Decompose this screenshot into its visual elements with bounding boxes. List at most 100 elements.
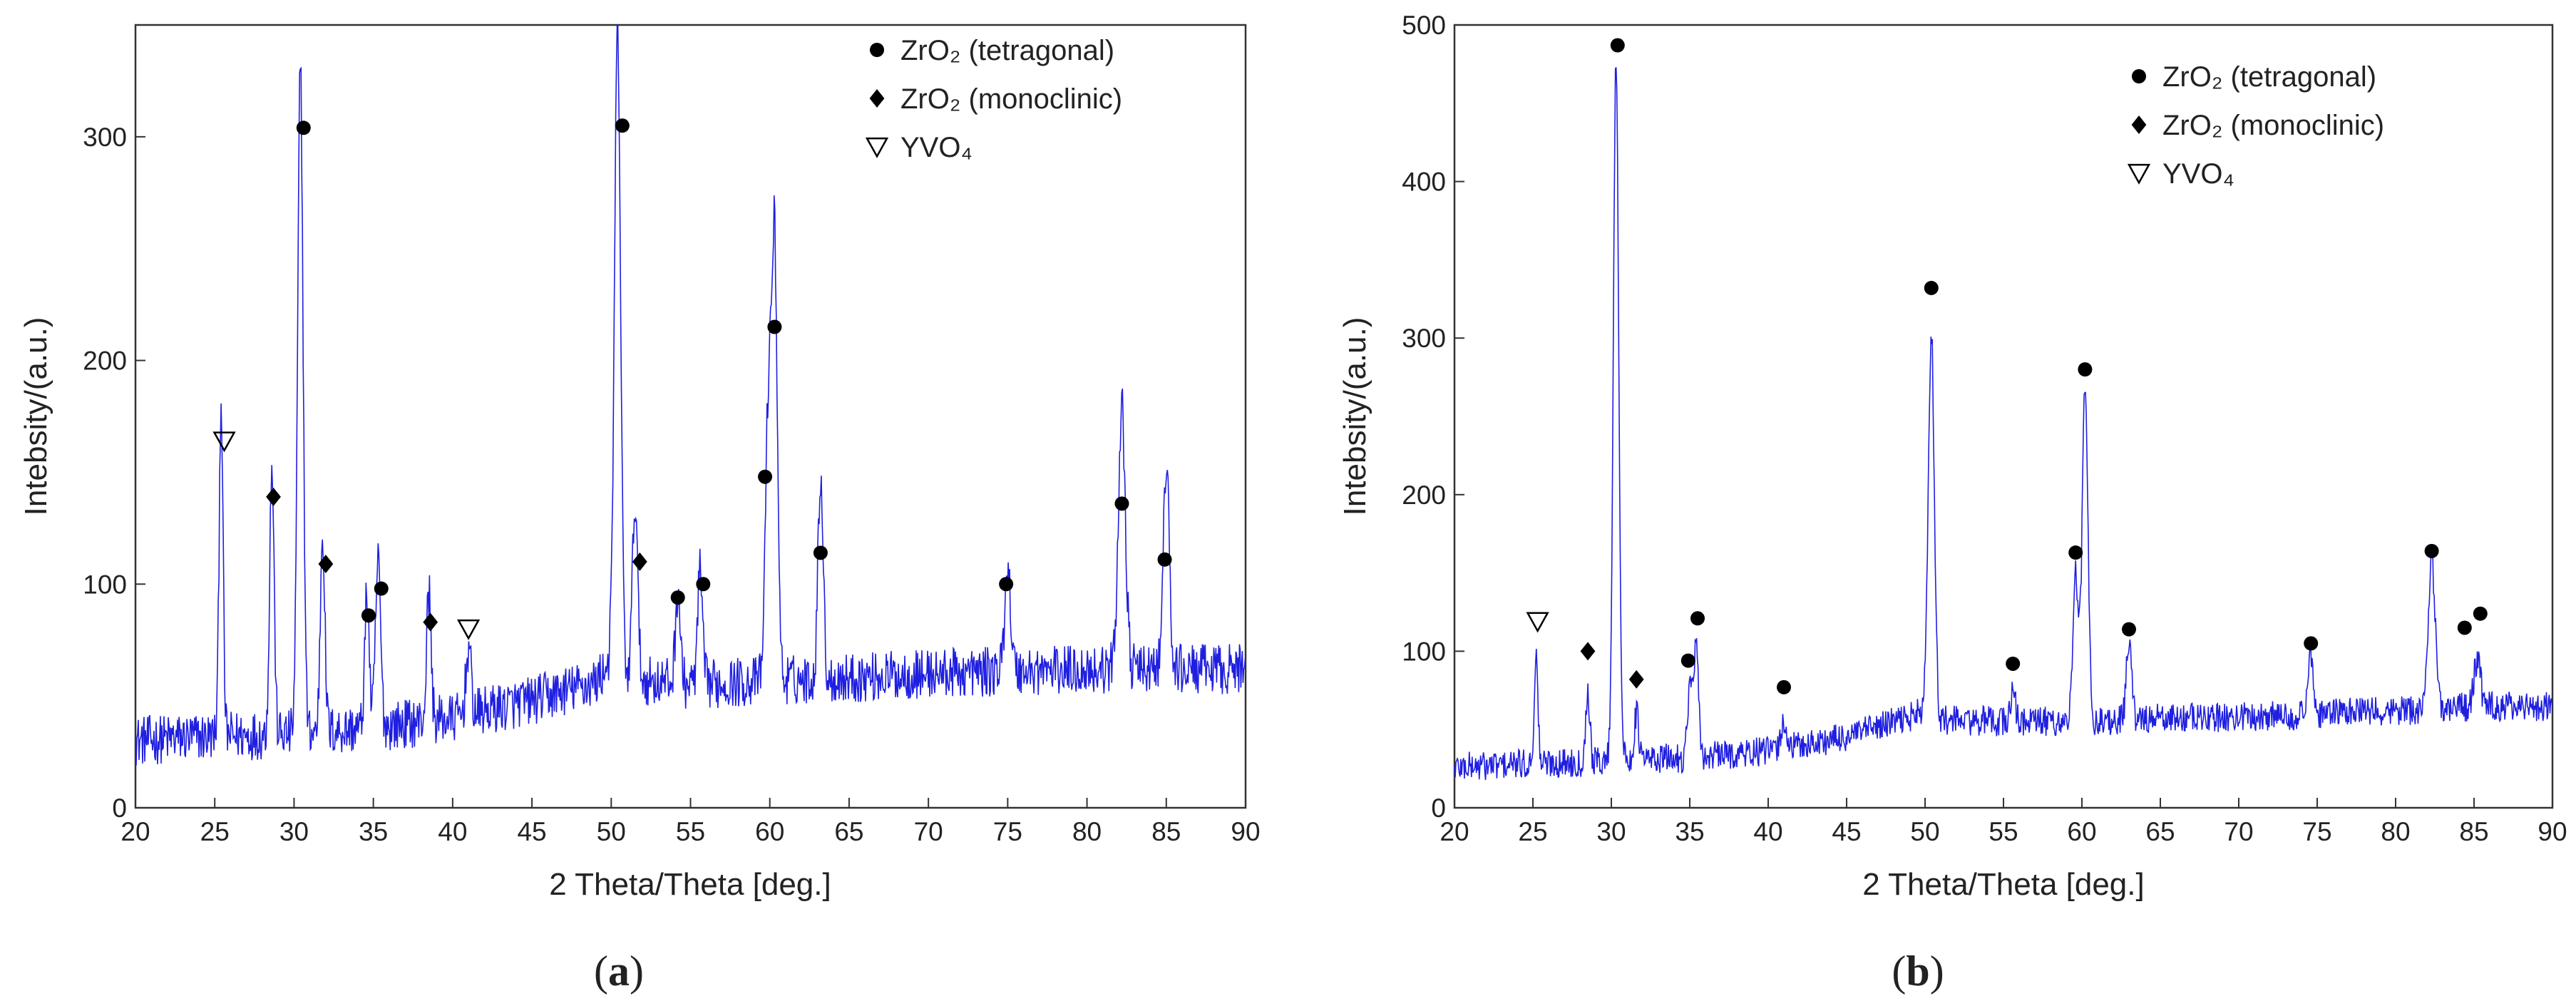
yvo4-marker [456, 619, 481, 640]
tetragonal-marker [296, 120, 311, 135]
tetragonal-marker [1690, 611, 1705, 626]
legend-item-monoclinic: ZrO₂ (monoclinic) [869, 83, 1122, 115]
tetragonal-marker [999, 577, 1014, 592]
x-tick-label: 75 [993, 817, 1022, 846]
legend-label: ZrO₂ (tetragonal) [2162, 61, 2376, 93]
tetragonal-marker [2078, 362, 2093, 377]
tetragonal-marker [2304, 636, 2319, 651]
x-tick-label: 30 [1596, 817, 1626, 846]
x-tick-label: 80 [2381, 817, 2410, 846]
x-tick-label: 75 [2302, 817, 2331, 846]
legend-item-tetragonal: ZrO₂ (tetragonal) [2132, 61, 2376, 93]
legend-label: ZrO₂ (monoclinic) [2162, 110, 2384, 141]
yvo4-marker [865, 137, 889, 158]
x-tick-label: 60 [755, 817, 784, 846]
x-axis: 20 25 30 35 40 45 50 55 60 65 70 75 80 85 90 [1440, 798, 2567, 846]
legend: ZrO₂ (tetragonal) ZrO₂ (monoclinic) YVO₄ [865, 35, 1122, 163]
legend-label: YVO₄ [900, 132, 973, 163]
peak-markers [1526, 38, 2488, 694]
y-tick-label: 400 [1402, 168, 1446, 197]
y-tick-label: 300 [83, 123, 127, 152]
legend-label: YVO₄ [2162, 158, 2234, 190]
tetragonal-marker [1777, 679, 1791, 694]
x-tick-label: 65 [834, 817, 863, 846]
x-tick-label: 35 [1675, 817, 1704, 846]
y-axis-title: Intebsity/(a.u.) [19, 317, 53, 516]
monoclinic-marker [266, 487, 281, 506]
tetragonal-marker [2006, 656, 2021, 671]
tetragonal-marker [2457, 620, 2472, 635]
tetragonal-marker [2122, 622, 2136, 637]
tetragonal-marker [1924, 280, 1939, 295]
y-axis: 0 100 200 300 [83, 123, 145, 823]
x-tick-label: 25 [1518, 817, 1547, 846]
monoclinic-marker [1628, 669, 1644, 689]
tetragonal-marker [2132, 69, 2146, 83]
tetragonal-marker [813, 545, 828, 560]
x-tick-label: 90 [2537, 817, 2567, 846]
y-tick-label: 500 [1402, 11, 1446, 40]
x-tick-label: 85 [2459, 817, 2488, 846]
legend-item-yvo4: YVO₄ [865, 132, 973, 163]
tetragonal-marker [361, 608, 376, 623]
legend-label: ZrO₂ (monoclinic) [900, 83, 1122, 115]
x-tick-label: 80 [1072, 817, 1102, 846]
x-tick-label: 55 [676, 817, 705, 846]
tetragonal-marker [670, 590, 685, 605]
x-tick-label: 65 [2145, 817, 2175, 846]
x-tick-label: 70 [914, 817, 943, 846]
monoclinic-marker [632, 552, 647, 571]
yvo4-marker [1526, 612, 1549, 633]
xrd-trace-a [135, 24, 1246, 766]
x-tick-label: 20 [120, 817, 150, 846]
x-tick-label: 60 [2067, 817, 2096, 846]
tetragonal-marker [2473, 606, 2488, 621]
tetragonal-marker [374, 581, 389, 596]
tetragonal-marker [758, 469, 773, 484]
x-tick-label: 20 [1440, 817, 1469, 846]
tetragonal-marker [767, 319, 782, 334]
tetragonal-marker [2424, 543, 2439, 558]
x-tick-label: 40 [438, 817, 467, 846]
legend: ZrO₂ (tetragonal) ZrO₂ (monoclinic) YVO₄ [2127, 61, 2384, 190]
x-tick-label: 90 [1231, 817, 1260, 846]
legend-label: ZrO₂ (tetragonal) [900, 35, 1114, 66]
yvo4-marker [212, 431, 236, 453]
monoclinic-marker [2131, 115, 2147, 134]
x-tick-label: 50 [1910, 817, 1939, 846]
x-tick-label: 40 [1753, 817, 1782, 846]
tetragonal-marker [615, 118, 630, 133]
x-tick-label: 25 [200, 817, 230, 846]
monoclinic-marker [318, 555, 334, 574]
monoclinic-marker [869, 89, 885, 108]
x-tick-label: 70 [2224, 817, 2253, 846]
tetragonal-marker [1610, 38, 1625, 53]
tetragonal-marker [1157, 552, 1172, 567]
x-tick-label: 35 [359, 817, 388, 846]
x-tick-label: 55 [1989, 817, 2018, 846]
x-tick-label: 85 [1151, 817, 1181, 846]
chart-panel-b: 20 25 30 35 40 45 50 55 60 65 70 75 80 85 90 0 100 200 30… [1338, 11, 2567, 995]
y-axis: 0 100 200 300 400 500 [1402, 11, 1464, 823]
monoclinic-marker [1580, 642, 1596, 661]
y-tick-label: 0 [112, 794, 127, 823]
y-tick-label: 100 [1402, 637, 1446, 666]
monoclinic-marker [423, 612, 438, 632]
tetragonal-marker [696, 577, 711, 592]
panel-label-a: (a) [594, 948, 644, 995]
legend-item-tetragonal: ZrO₂ (tetragonal) [870, 35, 1114, 66]
y-tick-label: 200 [1402, 481, 1446, 510]
yvo4-marker [2127, 163, 2151, 185]
panel-label-b: (b) [1892, 948, 1944, 995]
x-axis: 20 25 30 35 40 45 50 55 60 65 70 75 80 85 90 [120, 798, 1261, 846]
y-tick-label: 0 [1431, 794, 1446, 823]
x-tick-label: 30 [279, 817, 309, 846]
tetragonal-marker [870, 43, 884, 57]
x-axis-title: 2 Theta/Theta [deg.] [549, 867, 831, 902]
y-tick-label: 300 [1402, 324, 1446, 353]
x-tick-label: 45 [1832, 817, 1861, 846]
y-tick-label: 100 [83, 570, 127, 599]
tetragonal-marker [1114, 496, 1129, 511]
x-axis-title: 2 Theta/Theta [deg.] [1862, 867, 2144, 902]
